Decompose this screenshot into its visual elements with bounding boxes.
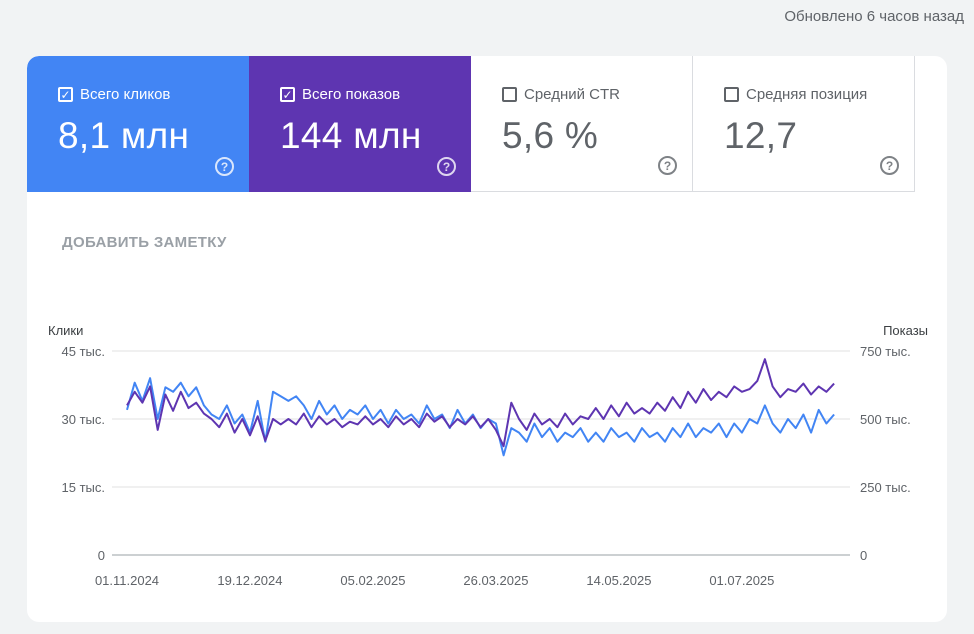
y-tick-left: 45 тыс. bbox=[62, 344, 105, 359]
checkbox-unchecked-icon[interactable] bbox=[724, 87, 739, 102]
x-tick-label: 01.07.2025 bbox=[709, 573, 774, 588]
checkbox-checked-icon[interactable]: ✓ bbox=[58, 87, 73, 102]
last-updated-text: Обновлено 6 часов назад bbox=[784, 8, 964, 25]
y-tick-right: 0 bbox=[860, 548, 867, 563]
x-tick-label: 19.12.2024 bbox=[217, 573, 282, 588]
help-icon[interactable]: ? bbox=[658, 156, 677, 175]
help-icon[interactable]: ? bbox=[215, 157, 234, 176]
x-tick-label: 26.03.2025 bbox=[463, 573, 528, 588]
y-axis-title-right: Показы bbox=[883, 323, 928, 338]
tile-label: Средний CTR bbox=[524, 86, 620, 103]
tile-label: Всего показов bbox=[302, 86, 401, 103]
y-tick-left: 0 bbox=[98, 548, 105, 563]
tile-total-clicks[interactable]: ✓ Всего кликов 8,1 млн ? bbox=[27, 56, 249, 192]
tile-average-position[interactable]: Средняя позиция 12,7 ? bbox=[693, 56, 915, 192]
performance-card: ✓ Всего кликов 8,1 млн ? ✓ Всего показов 1… bbox=[27, 56, 947, 622]
series-line-clicks bbox=[126, 377, 835, 457]
series-line-impressions bbox=[126, 358, 835, 448]
x-tick-label: 14.05.2025 bbox=[586, 573, 651, 588]
metric-tiles: ✓ Всего кликов 8,1 млн ? ✓ Всего показов 1… bbox=[27, 56, 947, 192]
y-axis-title-left: Клики bbox=[48, 323, 83, 338]
tile-label: Всего кликов bbox=[80, 86, 171, 103]
y-tick-right: 250 тыс. bbox=[860, 480, 911, 495]
tile-total-impressions[interactable]: ✓ Всего показов 144 млн ? bbox=[249, 56, 471, 192]
y-tick-right: 500 тыс. bbox=[860, 412, 911, 427]
x-tick-label: 01.11.2024 bbox=[95, 573, 159, 588]
y-tick-left: 15 тыс. bbox=[62, 480, 105, 495]
tile-value: 144 млн bbox=[280, 115, 422, 156]
checkbox-checked-icon[interactable]: ✓ bbox=[280, 87, 295, 102]
tile-value: 12,7 bbox=[724, 115, 798, 156]
tile-value: 8,1 млн bbox=[58, 115, 190, 156]
checkbox-unchecked-icon[interactable] bbox=[502, 87, 517, 102]
help-icon[interactable]: ? bbox=[437, 157, 456, 176]
y-tick-left: 30 тыс. bbox=[62, 412, 105, 427]
tile-label: Средняя позиция bbox=[746, 86, 868, 103]
tile-value: 5,6 % bbox=[502, 115, 599, 156]
tile-average-ctr[interactable]: Средний CTR 5,6 % ? bbox=[471, 56, 693, 192]
y-tick-right: 750 тыс. bbox=[860, 344, 911, 359]
help-icon[interactable]: ? bbox=[880, 156, 899, 175]
add-note-button[interactable]: ДОБАВИТЬ ЗАМЕТКУ bbox=[62, 234, 227, 251]
x-tick-label: 05.02.2025 bbox=[340, 573, 405, 588]
